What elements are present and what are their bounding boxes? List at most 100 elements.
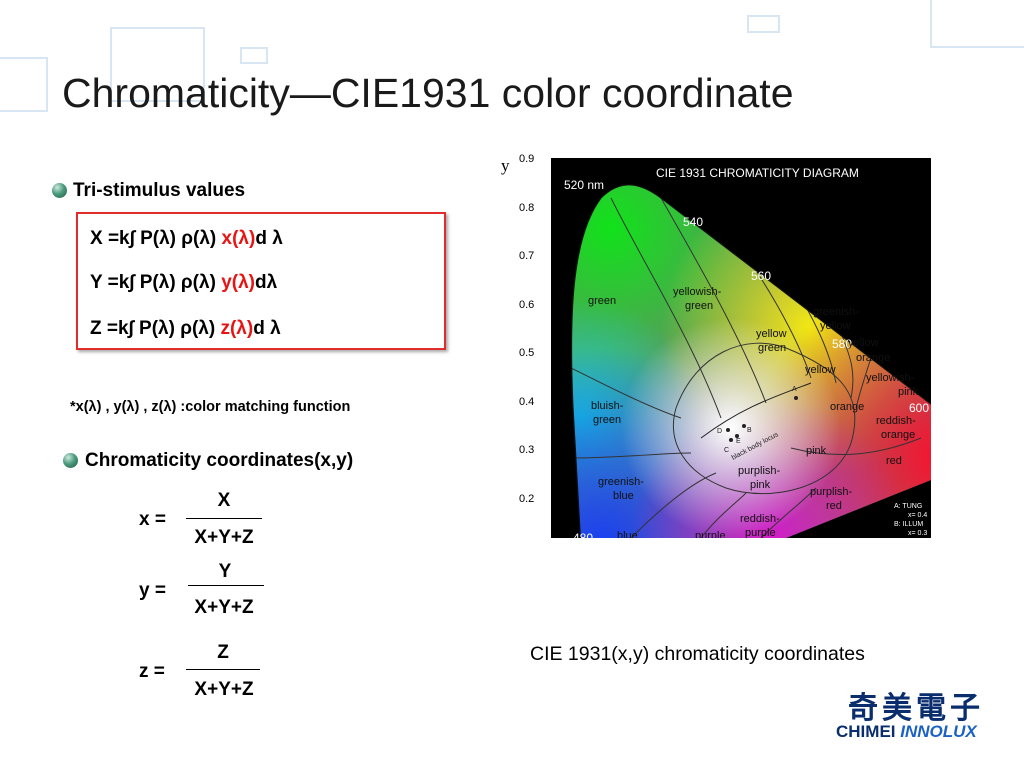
illuminant-label: B <box>747 427 752 434</box>
region-label: yellow <box>805 364 836 376</box>
region-label: blue <box>617 530 638 538</box>
color-matching-note: *x(λ) , y(λ) , z(λ) :color matching func… <box>70 399 351 415</box>
fraction-z-numerator: Z <box>217 642 229 663</box>
y-tick-label: 0.9 <box>519 153 535 165</box>
region-label: purple <box>695 530 726 538</box>
coordinates-heading: Chromaticity coordinates(x,y) <box>85 450 354 471</box>
equation-x-text: X =k∫ P(λ) ρ(λ) <box>90 228 222 249</box>
equation-y-function: y(λ) <box>221 272 255 293</box>
equation-y: Y =k∫ P(λ) ρ(λ) y(λ)dλ <box>90 272 277 294</box>
region-label: yellow <box>848 337 879 349</box>
region-label: reddish- <box>740 513 780 525</box>
equation-y-suffix: dλ <box>254 272 278 293</box>
diagram-title: CIE 1931 CHROMATICITY DIAGRAM <box>656 166 859 180</box>
region-label: blue <box>613 490 634 502</box>
figure-caption: CIE 1931(x,y) chromaticity coordinates <box>530 643 865 665</box>
region-label: red <box>826 500 842 512</box>
region-label: green <box>685 300 713 312</box>
y-tick-label: 0.3 <box>519 444 535 456</box>
illuminant-label: A <box>792 386 797 393</box>
region-label: purplish- <box>810 486 853 498</box>
fraction-y-lhs: y = <box>139 580 166 601</box>
decorative-frame <box>930 0 1024 48</box>
y-axis-label: y <box>501 156 510 175</box>
tristimulus-heading: Tri-stimulus values <box>73 180 246 201</box>
wavelength-label: 560 <box>751 269 771 283</box>
fraction-y-numerator: Y <box>218 561 232 582</box>
fraction-x-denominator: X+Y+Z <box>194 527 254 548</box>
region-label: orange <box>881 429 915 441</box>
region-label: greenish- <box>598 476 644 488</box>
region-label: green <box>588 295 616 307</box>
wavelength-label: 520 nm <box>564 178 604 192</box>
wavelength-label: 580 <box>832 337 852 351</box>
illuminant-point <box>729 438 733 442</box>
fraction-z-bar <box>186 669 260 670</box>
equation-x: X =k∫ P(λ) ρ(λ) x(λ)d λ <box>90 228 283 250</box>
region-label: reddish- <box>876 415 916 427</box>
decorative-frame <box>747 15 780 33</box>
equation-z-suffix: d λ <box>253 318 281 339</box>
illuminant-label: D <box>717 428 722 435</box>
equation-z-function: z(λ) <box>220 318 254 339</box>
illuminant-label: C <box>724 447 729 454</box>
fraction-y-bar <box>188 585 264 586</box>
region-label: greenish- <box>813 306 859 318</box>
diagram-legend-line: x= 0.3 <box>908 530 927 537</box>
y-tick-label: 0.8 <box>519 202 535 214</box>
illuminant-label: E <box>736 438 741 445</box>
equation-z-text: Z =k∫ P(λ) ρ(λ) <box>90 318 221 339</box>
diagram-legend-line: x= 0.4 <box>908 512 927 519</box>
wavelength-label: 600 <box>909 401 929 415</box>
region-label: orange <box>856 352 890 364</box>
decorative-frame <box>110 27 205 102</box>
region-label: pink <box>898 386 919 398</box>
decorative-frame <box>0 57 48 112</box>
fraction-x-lhs: x = <box>139 509 166 530</box>
page-title: Chromaticity—CIE1931 color coordinate <box>62 70 794 116</box>
bullet-icon <box>52 183 67 198</box>
region-label: yellowish- <box>673 286 722 298</box>
diagram-legend-line: B: ILLUM <box>894 521 923 528</box>
company-logo-english: CHIMEI INNOLUX <box>836 722 977 742</box>
region-label: purple <box>745 527 776 538</box>
wavelength-label: 540 <box>683 215 703 229</box>
fraction-z-lhs: z = <box>139 661 165 682</box>
fraction-z-denominator: X+Y+Z <box>194 679 254 700</box>
equation-box: X =k∫ P(λ) ρ(λ) x(λ)d λ Y =k∫ P(λ) ρ(λ) … <box>76 212 446 350</box>
region-label: yellow <box>756 328 787 340</box>
fraction-x-numerator: X <box>217 490 231 511</box>
illuminant-point <box>726 428 730 432</box>
region-label: bluish- <box>591 400 624 412</box>
region-label: orange <box>830 401 864 413</box>
equation-y-text: Y =k∫ P(λ) ρ(λ) <box>90 272 222 293</box>
logo-text-chimei: CHIMEI <box>836 722 901 741</box>
region-label: yellow <box>820 320 851 332</box>
wavelength-label: 480 <box>573 531 593 538</box>
illuminant-point <box>735 434 739 438</box>
region-label: green <box>593 414 621 426</box>
illuminant-point <box>742 424 746 428</box>
y-tick-label: 0.4 <box>519 396 535 408</box>
fraction-x-bar <box>186 518 262 519</box>
fraction-y-denominator: X+Y+Z <box>194 597 254 618</box>
equation-z: Z =k∫ P(λ) ρ(λ) z(λ)d λ <box>90 318 281 340</box>
region-label: green <box>758 342 786 354</box>
bullet-icon <box>63 453 78 468</box>
region-label: pink <box>750 479 771 491</box>
region-label: red <box>886 455 902 467</box>
illuminant-point <box>794 396 798 400</box>
y-tick-label: 0.6 <box>519 299 535 311</box>
y-tick-label: 0.2 <box>519 493 535 505</box>
company-logo-chinese: 奇美電子 <box>848 691 984 726</box>
y-tick-label: 0.5 <box>519 347 535 359</box>
cie-diagram-graphic: CIE 1931 CHROMATICITY DIAGRAM 520 nm 540… <box>551 158 931 538</box>
diagram-legend-line: A: TUNG <box>894 503 922 510</box>
region-label: pink <box>806 445 827 457</box>
equation-x-function: x(λ) <box>221 228 256 249</box>
region-label: yellowish- <box>866 372 915 384</box>
y-tick-label: 0.7 <box>519 250 535 262</box>
logo-text-innolux: INNOLUX <box>900 722 977 741</box>
cie-chromaticity-diagram: CIE 1931 CHROMATICITY DIAGRAM 520 nm 540… <box>551 158 931 538</box>
decorative-frame <box>240 47 268 64</box>
